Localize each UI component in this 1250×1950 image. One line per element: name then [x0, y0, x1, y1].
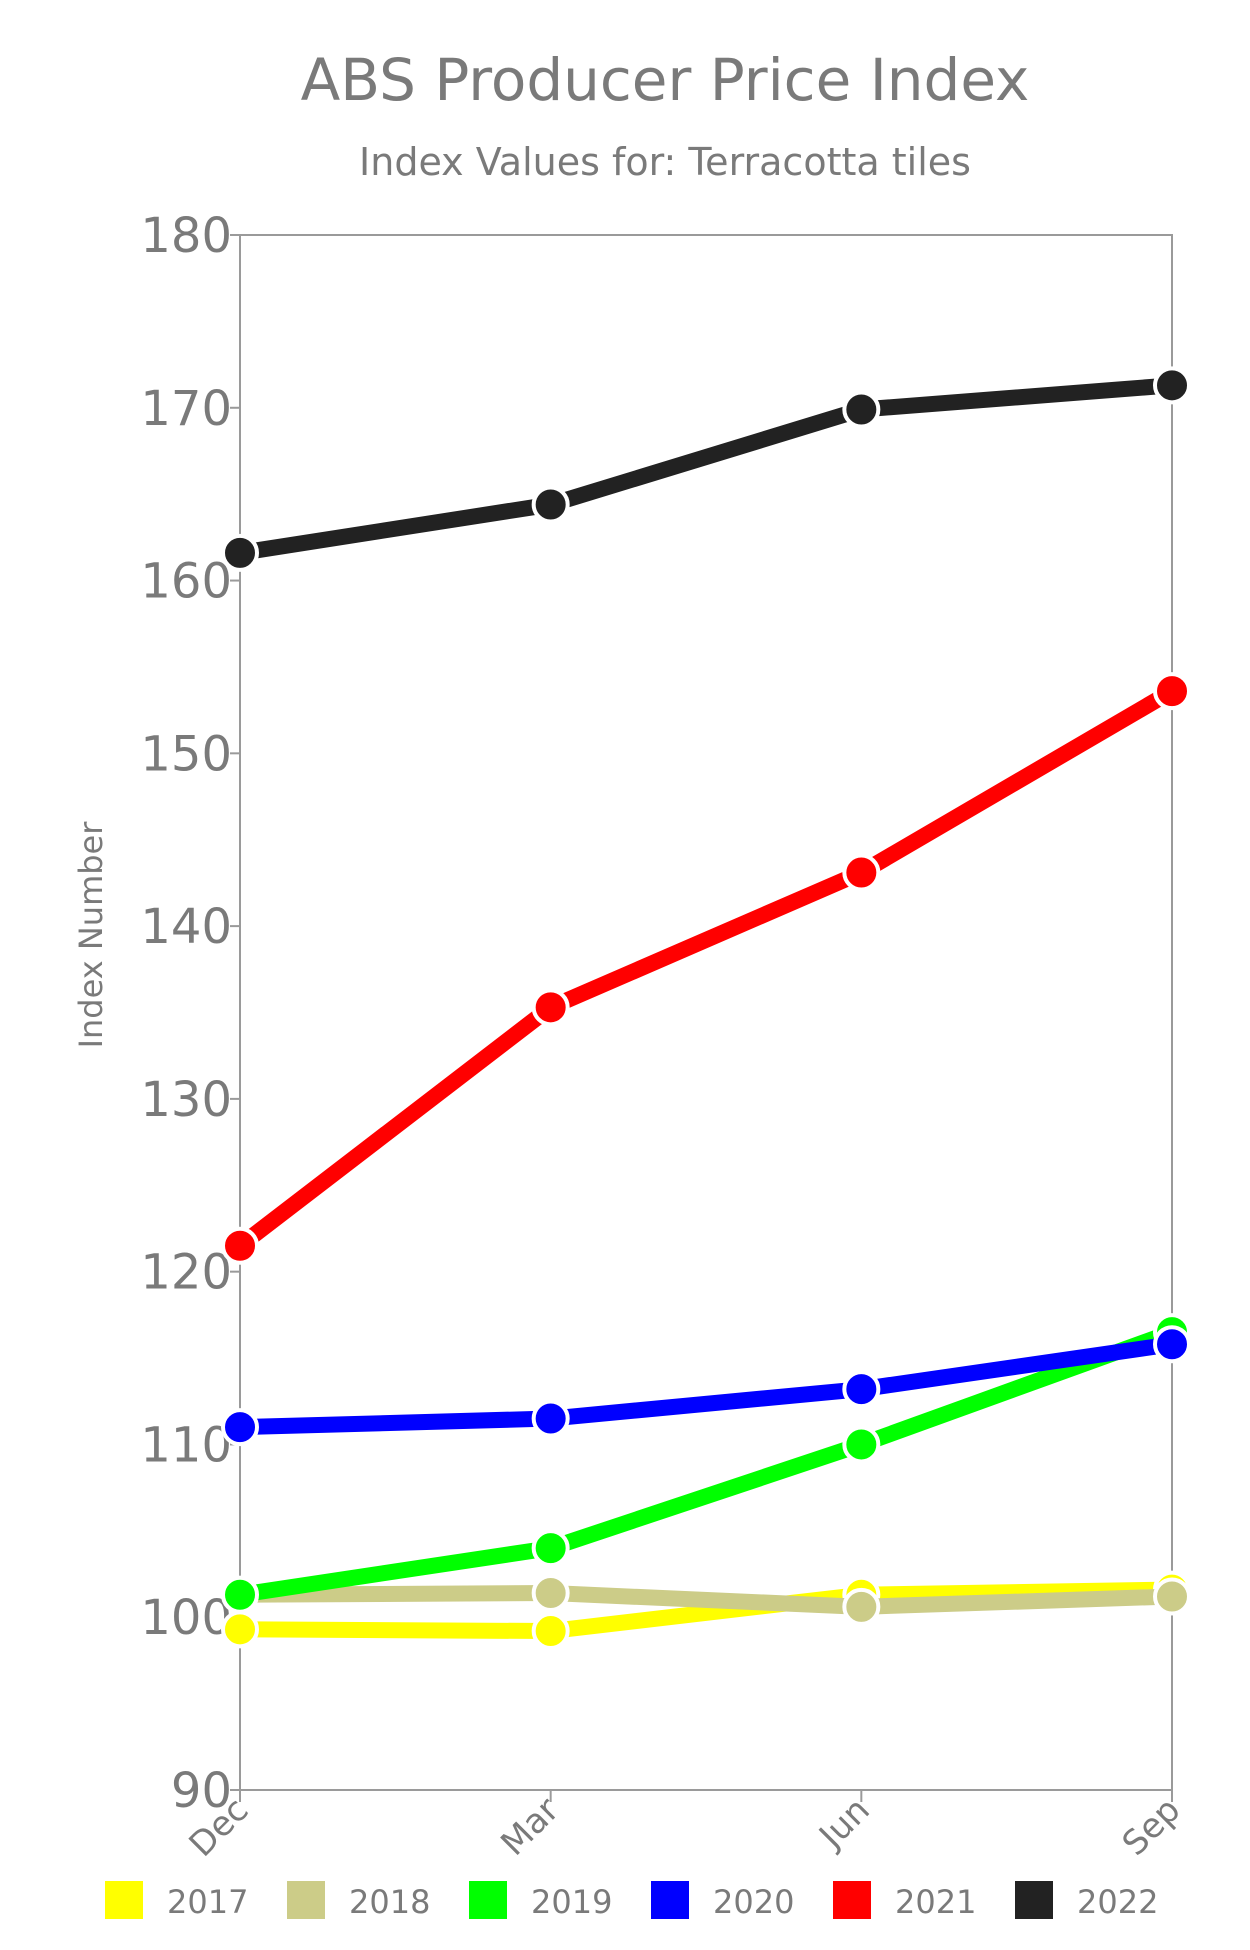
data-point[interactable]	[221, 1226, 259, 1265]
series-2017	[221, 1570, 1191, 1651]
data-point[interactable]	[842, 1587, 881, 1626]
legend-label: 2022	[1077, 1883, 1158, 1921]
chart-title: ABS Producer Price Index	[301, 46, 1030, 114]
legend-item-2017[interactable]: 2017	[105, 1881, 248, 1921]
series-line	[232, 1324, 1180, 1603]
legend-item-2021[interactable]: 2021	[833, 1881, 976, 1921]
data-point[interactable]	[842, 1425, 881, 1464]
y-tick-label: 160	[140, 554, 232, 610]
data-point[interactable]	[842, 853, 881, 892]
chart-subtitle: Index Values for: Terracotta tiles	[359, 140, 971, 184]
series-line	[232, 1336, 1180, 1436]
legend-label: 2017	[167, 1883, 248, 1921]
y-tick-label: 110	[140, 1417, 232, 1473]
x-tick-label: Jun	[810, 1790, 877, 1857]
data-point[interactable]	[221, 1575, 259, 1614]
legend-swatch	[287, 1881, 325, 1919]
y-tick-label: 170	[140, 381, 232, 437]
legend-swatch	[469, 1881, 507, 1919]
series-line	[232, 377, 1180, 561]
data-point[interactable]	[1153, 1325, 1191, 1364]
data-point[interactable]	[221, 1610, 259, 1649]
legend-item-2022[interactable]: 2022	[1015, 1881, 1158, 1921]
y-tick-label: 180	[140, 208, 232, 264]
y-axis: 90 100 110 120 130 140 150 160 170 180	[140, 208, 240, 1819]
y-tick-label: 150	[140, 726, 232, 782]
data-point[interactable]	[531, 1529, 570, 1568]
y-tick-label: 120	[140, 1245, 232, 1301]
series-2021	[221, 672, 1191, 1265]
data-point[interactable]	[221, 1408, 259, 1447]
data-point[interactable]	[531, 988, 570, 1027]
data-point[interactable]	[531, 1399, 570, 1438]
legend-label: 2019	[531, 1883, 612, 1921]
series-2020	[221, 1325, 1191, 1447]
legend-swatch	[1015, 1881, 1053, 1919]
y-tick-label: 140	[140, 899, 232, 955]
data-point[interactable]	[842, 1370, 881, 1409]
plot-area-frame	[239, 234, 1173, 1791]
series-2022	[221, 366, 1191, 572]
y-tick-label: 90	[171, 1763, 232, 1819]
series-layer	[221, 366, 1191, 1651]
series-line	[232, 1581, 1180, 1640]
legend-item-2019[interactable]: 2019	[469, 1881, 612, 1921]
x-axis: Dec Mar Jun Sep	[182, 1790, 1189, 1865]
legend-label: 2020	[713, 1883, 794, 1921]
legend-swatch	[105, 1881, 143, 1919]
legend-label: 2018	[349, 1883, 430, 1921]
legend-item-2020[interactable]: 2020	[651, 1881, 794, 1921]
y-axis-label: Index Number	[72, 821, 110, 1049]
legend-item-2018[interactable]: 2018	[287, 1881, 430, 1921]
data-point[interactable]	[1153, 1577, 1191, 1616]
legend: 2017 2018 2019 2020 2021 2022	[105, 1881, 1158, 1921]
data-point[interactable]	[1153, 366, 1191, 405]
legend-label: 2021	[895, 1883, 976, 1921]
x-tick-label: Mar	[493, 1790, 567, 1864]
legend-swatch	[833, 1881, 871, 1919]
y-tick-label: 100	[140, 1590, 232, 1646]
data-point[interactable]	[221, 533, 259, 572]
data-point[interactable]	[842, 390, 881, 429]
y-tick-label: 130	[140, 1072, 232, 1128]
series-line	[232, 683, 1180, 1254]
data-point[interactable]	[1153, 672, 1191, 711]
series-2019	[221, 1313, 1191, 1614]
series-line	[232, 1585, 1180, 1615]
x-tick-label: Sep	[1115, 1790, 1189, 1864]
data-point[interactable]	[531, 1612, 570, 1651]
legend-swatch	[651, 1881, 689, 1919]
data-point[interactable]	[531, 485, 570, 524]
data-point[interactable]	[531, 1574, 570, 1613]
